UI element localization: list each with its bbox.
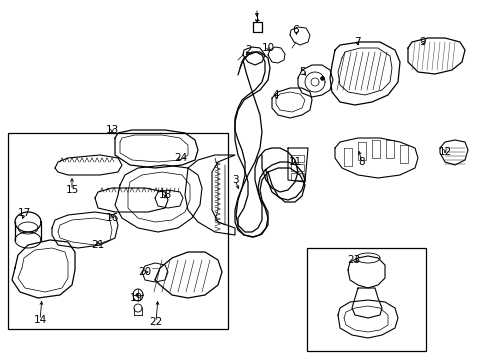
Text: 13: 13 [105, 125, 119, 135]
Text: 24: 24 [174, 153, 187, 163]
Bar [290, 155, 304, 162]
Text: 17: 17 [18, 208, 31, 218]
Text: 11: 11 [288, 157, 301, 167]
Text: 6: 6 [292, 25, 299, 35]
Text: 16: 16 [105, 213, 119, 223]
Text: 7: 7 [353, 37, 360, 47]
Text: 9: 9 [419, 37, 426, 47]
Text: 23: 23 [346, 255, 360, 265]
Text: 10: 10 [261, 43, 274, 53]
Bar [290, 164, 304, 171]
Text: 20: 20 [138, 267, 151, 277]
Text: 3: 3 [231, 175, 238, 185]
Bar [306, 248, 425, 351]
Bar [290, 173, 304, 180]
Text: 8: 8 [358, 157, 365, 167]
Text: 4: 4 [272, 90, 279, 100]
Text: 5: 5 [299, 67, 305, 77]
Text: 15: 15 [65, 185, 79, 195]
Bar [8, 133, 227, 329]
Text: 14: 14 [33, 315, 46, 325]
Text: 19: 19 [129, 293, 142, 303]
Text: 22: 22 [149, 317, 163, 327]
Text: 18: 18 [158, 190, 171, 200]
Text: 21: 21 [91, 240, 104, 250]
Text: 1: 1 [253, 13, 260, 23]
Text: 12: 12 [437, 147, 451, 157]
Text: 2: 2 [245, 45, 252, 55]
